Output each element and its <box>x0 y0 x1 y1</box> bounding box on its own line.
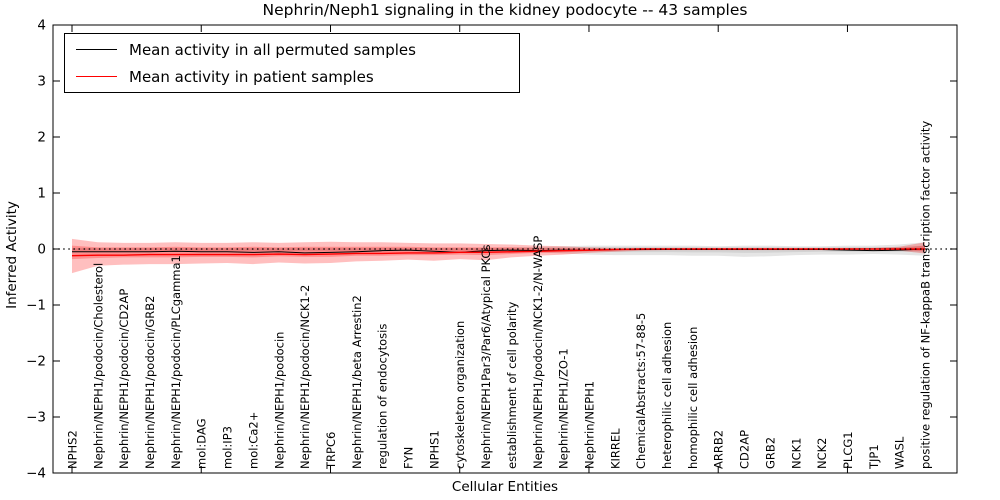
x-axis-label: Cellular Entities <box>451 479 559 495</box>
x-category-label: mol:DAG <box>195 418 209 469</box>
x-category-label: CD2AP <box>738 430 752 469</box>
x-category-label: positive regulation of NF-kappaB transcr… <box>919 121 933 469</box>
x-category-label: FYN <box>402 447 416 469</box>
legend-entry-patient: Mean activity in patient samples <box>65 68 519 86</box>
x-category-label: heterophilic cell adhesion <box>660 322 674 469</box>
x-category-label: Nephrin/NEPH1Par3/Par6/Atypical PKCs <box>479 245 493 469</box>
x-category-label: NCK2 <box>815 438 829 470</box>
x-category-label: NCK1 <box>789 438 803 470</box>
axis-ticks <box>53 24 957 474</box>
y-tick-label: 1 <box>37 186 46 202</box>
permuted-band-outer <box>72 242 925 257</box>
x-category-labels: NPHS2 Nephrin/NEPH1/podocin/Cholesterol Ne… <box>66 121 933 470</box>
x-category-label: Nephrin/NEPH1/podocin/Cholesterol <box>91 263 105 469</box>
x-category-label: Nephrin/NEPH1/podocin <box>272 332 286 469</box>
y-tick-label: 2 <box>37 130 46 146</box>
x-category-label: ChemicalAbstracts:57-88-5 <box>634 313 648 469</box>
x-category-label: mol:Ca2+ <box>246 412 260 469</box>
legend-label-patient: Mean activity in patient samples <box>129 67 374 86</box>
x-category-label: NPHS1 <box>427 430 441 469</box>
chart-title: Nephrin/Neph1 signaling in the kidney po… <box>262 1 748 19</box>
y-tick-label: −1 <box>26 298 46 314</box>
legend: Mean activity in all permuted samples Me… <box>64 33 520 93</box>
permuted-band-inner <box>72 245 925 253</box>
y-tick-label: −4 <box>26 466 46 482</box>
x-category-label: mol:IP3 <box>221 426 235 469</box>
x-category-label: NPHS2 <box>66 430 80 469</box>
x-category-label: GRB2 <box>763 437 777 469</box>
x-category-label: Nephrin/NEPH1/podocin/GRB2 <box>143 296 157 469</box>
x-category-label: Nephrin/NEPH1/podocin/NCK1-2 <box>298 285 312 469</box>
y-tick-label: 3 <box>37 74 46 90</box>
x-category-label: homophilic cell adhesion <box>686 327 700 469</box>
y-axis-label: Inferred Activity <box>4 201 20 309</box>
permuted-line-sample-icon <box>76 49 117 50</box>
x-category-label: TJP1 <box>867 444 881 470</box>
x-category-label: Nephrin/NEPH1/ZO-1 <box>557 348 571 469</box>
x-category-label: Nephrin/NEPH1/beta Arrestin2 <box>350 295 364 469</box>
x-category-label: ARRB2 <box>712 430 726 469</box>
y-tick-label: −3 <box>26 410 46 426</box>
y-tick-label: 4 <box>37 18 46 34</box>
y-tick-label: 0 <box>37 242 46 258</box>
legend-entry-permuted: Mean activity in all permuted samples <box>65 41 519 59</box>
x-category-label: Nephrin/NEPH1/podocin/CD2AP <box>117 289 131 469</box>
x-category-label: Nephrin/NEPH1 <box>582 381 596 469</box>
x-category-label: cytoskeleton organization <box>453 321 467 469</box>
patient-band-outer <box>72 238 925 274</box>
x-category-label: PLCG1 <box>841 431 855 469</box>
patient-line-sample-icon <box>76 76 117 77</box>
x-category-label: Nephrin/NEPH1/podocin/PLCgamma1 <box>169 255 183 469</box>
x-category-label: KIRREL <box>608 428 622 469</box>
x-category-label: WASL <box>893 436 907 469</box>
x-category-label: TRPC6 <box>324 432 338 470</box>
legend-label-permuted: Mean activity in all permuted samples <box>129 40 416 59</box>
x-category-label: establishment of cell polarity <box>505 301 519 469</box>
y-tick-label: −2 <box>26 354 46 370</box>
x-category-label: Nephrin/NEPH1/podocin/NCK1-2/N-WASP <box>531 236 545 469</box>
y-tick-labels: 4 3 2 1 0 −1 −2 −3 −4 <box>26 18 46 482</box>
x-category-label: regulation of endocytosis <box>376 324 390 469</box>
